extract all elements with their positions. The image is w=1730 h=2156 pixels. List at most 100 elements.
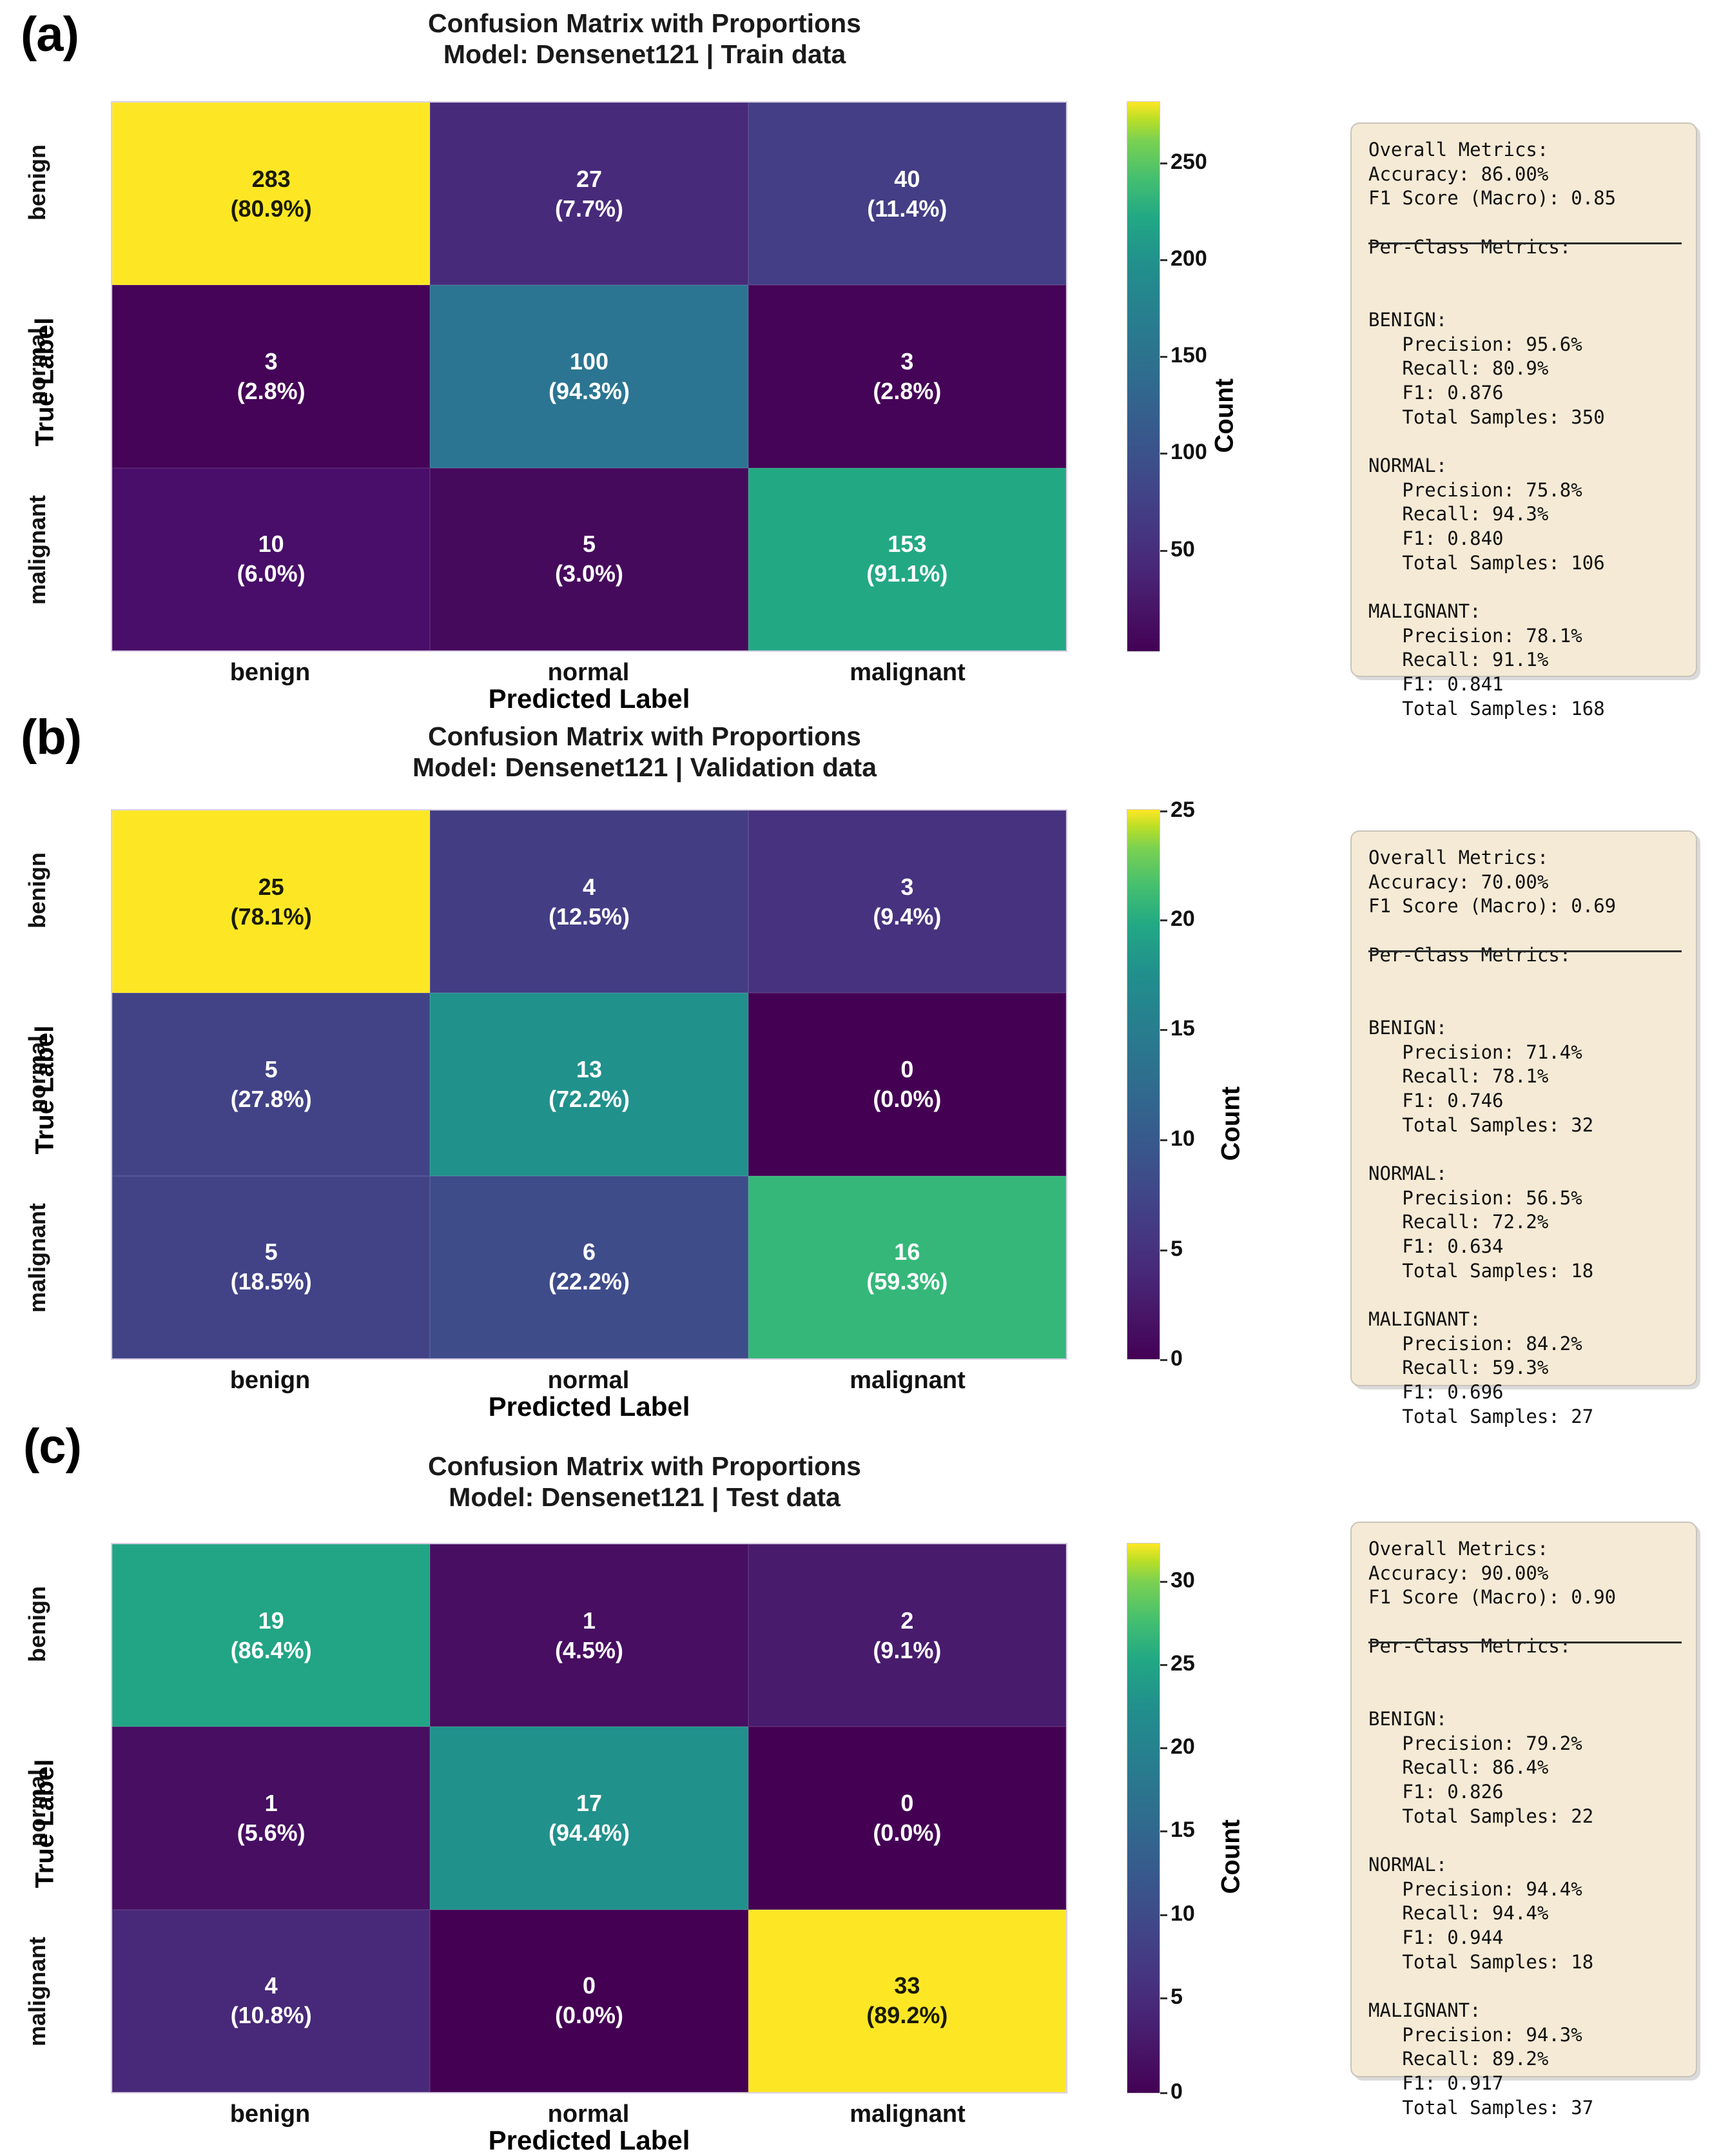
cell-count: 10: [258, 531, 284, 558]
matrix-cell[interactable]: 0 (0.0%): [430, 1909, 748, 2092]
colorbar-tick-100: 100: [1171, 440, 1207, 464]
cell-percent: (9.4%): [873, 903, 942, 930]
matrix-cell[interactable]: 27 (7.7%): [430, 103, 748, 286]
x-tick-benign: benign: [229, 659, 311, 686]
matrix-cell[interactable]: 0 (0.0%): [748, 993, 1066, 1176]
matrix-cell[interactable]: 16 (59.3%): [748, 1175, 1066, 1358]
matrix-cell[interactable]: 5 (18.5%): [112, 1175, 431, 1358]
matrix-cell[interactable]: 25 (78.1%): [112, 810, 431, 994]
colorbar-tickmark: [1160, 550, 1167, 552]
colorbar-tick-20: 20: [1171, 1734, 1195, 1759]
confusion-matrix-c: 19 (86.4%) 1 (4.5%) 2 (9.1%) 1 (5.6%) 17…: [111, 1543, 1067, 2093]
x-tick-normal: normal: [547, 1367, 630, 1394]
x-tick-malignant: malignant: [850, 659, 966, 686]
colorbar-tickmark: [1160, 810, 1167, 812]
colorbar-tickmark: [1160, 1997, 1167, 1999]
matrix-cell[interactable]: 0 (0.0%): [748, 1727, 1066, 1910]
colorbar-tickmark: [1160, 919, 1167, 921]
matrix-cell[interactable]: 10 (6.0%): [112, 467, 431, 651]
colorbar-tick-200: 200: [1171, 246, 1207, 271]
y-axis-label: True Label: [30, 1025, 59, 1155]
colorbar-tickmark: [1160, 1830, 1167, 1832]
metrics-box-a: Overall Metrics: Accuracy: 86.00% F1 Sco…: [1350, 122, 1697, 720]
cell-count: 100: [569, 348, 609, 375]
x-tick-normal: normal: [547, 659, 630, 686]
colorbar-tickmark: [1160, 1914, 1167, 1916]
cell-count: 5: [582, 531, 596, 558]
cell-count: 4: [264, 1972, 278, 1999]
cell-count: 0: [900, 1789, 914, 1816]
cell-percent: (0.0%): [873, 1819, 942, 1846]
colorbar-b: [1127, 809, 1160, 1360]
matrix-cell[interactable]: 1 (5.6%): [112, 1727, 431, 1910]
colorbar-tick-15: 15: [1171, 1016, 1195, 1041]
colorbar-tickmark: [1160, 1359, 1167, 1361]
colorbar-tick-20: 20: [1171, 906, 1195, 931]
cell-percent: (94.4%): [548, 1819, 630, 1846]
cell-count: 27: [576, 165, 603, 192]
cell-percent: (91.1%): [866, 560, 948, 587]
cell-percent: (12.5%): [548, 903, 630, 930]
matrix-cell[interactable]: 153 (91.1%): [748, 467, 1066, 651]
matrix-cell[interactable]: 3 (2.8%): [112, 285, 431, 468]
matrix-cell[interactable]: 40 (11.4%): [748, 103, 1066, 286]
cell-count: 0: [900, 1055, 914, 1083]
y-tick-benign: benign: [24, 1586, 50, 1662]
matrix-cell[interactable]: 1 (4.5%): [430, 1544, 748, 1727]
matrix-cell[interactable]: 4 (10.8%): [112, 1909, 431, 2092]
matrix-cell[interactable]: 3 (9.4%): [748, 810, 1066, 994]
matrix-cell[interactable]: 5 (27.8%): [112, 993, 431, 1176]
x-tick-benign: benign: [229, 1367, 311, 1394]
metrics-box-b: Overall Metrics: Accuracy: 70.00% F1 Sco…: [1350, 830, 1697, 1427]
matrix-cell[interactable]: 17 (94.4%): [430, 1727, 748, 1910]
panel-c: (c) Confusion Matrix with Proportions Mo…: [0, 1419, 1730, 2155]
cell-count: 3: [900, 873, 914, 900]
colorbar-tick-5: 5: [1171, 1984, 1183, 2009]
cell-percent: (78.1%): [230, 903, 312, 930]
y-axis-label: True Label: [30, 317, 59, 447]
matrix-cell[interactable]: 13 (72.2%): [430, 993, 748, 1176]
metrics-divider: [1368, 1642, 1682, 1643]
cell-percent: (22.2%): [548, 1268, 630, 1295]
colorbar-tickmark: [1160, 259, 1167, 261]
panel-c-tag: (c): [23, 1419, 82, 1474]
cell-count: 6: [582, 1239, 596, 1266]
cell-percent: (2.8%): [873, 377, 942, 404]
matrix-cell[interactable]: 2 (9.1%): [748, 1544, 1066, 1727]
cell-percent: (86.4%): [230, 1636, 312, 1663]
colorbar-tickmark: [1160, 1664, 1167, 1666]
cell-percent: (5.6%): [237, 1819, 306, 1846]
cell-count: 3: [900, 348, 914, 375]
cell-percent: (80.9%): [230, 195, 312, 222]
cell-percent: (0.0%): [873, 1085, 942, 1112]
matrix-cell[interactable]: 100 (94.3%): [430, 285, 748, 468]
metrics-divider: [1368, 950, 1682, 952]
confusion-matrix-a: 283 (80.9%) 27 (7.7%) 40 (11.4%) 3 (2.8%…: [111, 101, 1067, 652]
matrix-cell[interactable]: 3 (2.8%): [748, 285, 1066, 468]
cell-percent: (0.0%): [554, 2002, 623, 2029]
matrix-cell[interactable]: 5 (3.0%): [430, 467, 748, 651]
panel-c-title: Confusion Matrix with Proportions Model:…: [428, 1451, 861, 1513]
colorbar-tick-30: 30: [1171, 1568, 1195, 1592]
cell-percent: (2.8%): [237, 377, 306, 404]
panel-b-title: Confusion Matrix with Proportions Model:…: [412, 721, 877, 783]
y-tick-malignant: malignant: [24, 495, 50, 605]
matrix-cell[interactable]: 283 (80.9%): [112, 103, 431, 286]
cell-percent: (7.7%): [554, 195, 623, 222]
colorbar-tickmark: [1160, 1139, 1167, 1141]
x-tick-normal: normal: [547, 2101, 630, 2128]
colorbar-label-c: Count: [1216, 1819, 1245, 1894]
colorbar-a: [1127, 101, 1160, 652]
matrix-cell[interactable]: 19 (86.4%): [112, 1544, 431, 1727]
x-tick-malignant: malignant: [850, 1367, 966, 1394]
matrix-cell[interactable]: 6 (22.2%): [430, 1175, 748, 1358]
colorbar-label-b: Count: [1216, 1086, 1245, 1161]
y-axis-label: True Label: [30, 1759, 59, 1888]
cell-count: 33: [894, 1972, 920, 1999]
x-tick-benign: benign: [229, 2101, 311, 2128]
x-axis-label: Predicted Label: [488, 2125, 690, 2155]
panel-b: (b) Confusion Matrix with Proportions Mo…: [0, 709, 1730, 1427]
cell-count: 4: [582, 873, 596, 900]
matrix-cell[interactable]: 33 (89.2%): [748, 1909, 1066, 2092]
matrix-cell[interactable]: 4 (12.5%): [430, 810, 748, 994]
